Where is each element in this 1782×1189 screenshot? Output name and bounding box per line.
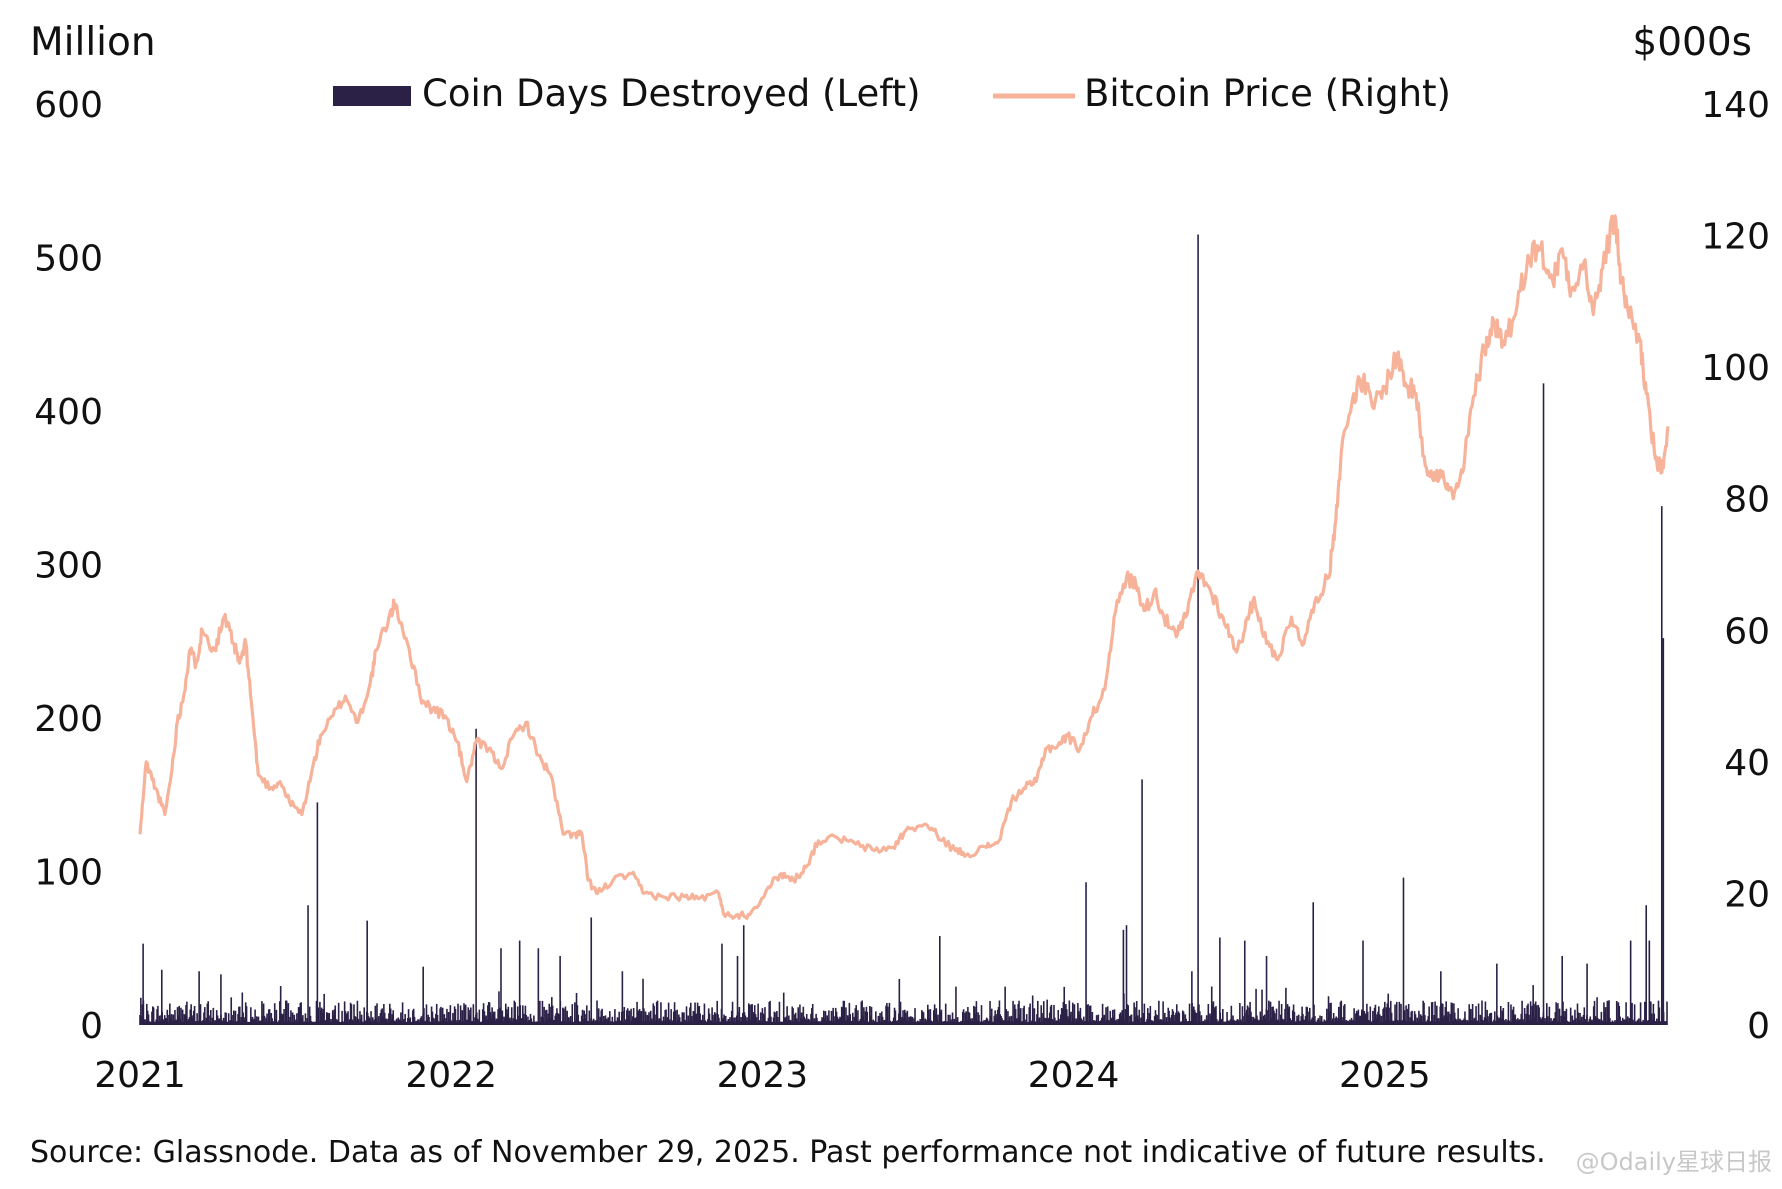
x-tick-label: 2022 [405,1055,497,1096]
source-note: Source: Glassnode. Data as of November 2… [30,1135,1546,1170]
left-tick-label: 200 [34,699,103,740]
x-tick-label: 2023 [717,1055,809,1096]
x-tick-label: 2021 [94,1055,186,1096]
coin-days-destroyed-bars [139,234,1668,1025]
x-tick-label: 2025 [1339,1055,1431,1096]
cdd-baseline-bars [139,978,1668,1025]
right-tick-label: 20 [1724,874,1770,915]
legend-label-price: Bitcoin Price (Right) [1084,72,1451,115]
right-tick-label: 120 [1701,217,1770,258]
x-axis-ticks: 2021 2022 2023 2024 2025 [94,1055,1430,1096]
x-tick-label: 2024 [1028,1055,1120,1096]
right-tick-label: 80 [1724,480,1770,521]
legend: Coin Days Destroyed (Left) Bitcoin Price… [333,72,1451,115]
right-tick-label: 60 [1724,611,1770,652]
left-tick-label: 400 [34,392,103,433]
right-tick-label: 140 [1701,85,1770,126]
left-tick-label: 100 [34,853,103,894]
left-tick-label: 0 [80,1006,103,1047]
right-tick-label: 40 [1724,743,1770,784]
bitcoin-price-line [138,214,1670,920]
watermark: @Odaily星球日报 [1576,1148,1772,1176]
right-tick-label: 0 [1747,1006,1770,1047]
legend-label-cdd: Coin Days Destroyed (Left) [422,72,921,115]
right-axis-title: $000s [1632,20,1752,65]
left-axis-ticks: 0 100 200 300 400 500 600 [34,85,103,1047]
left-tick-label: 600 [34,85,103,126]
right-tick-label: 100 [1701,348,1770,389]
right-axis-ticks: 0 20 40 60 80 100 120 140 [1701,85,1770,1047]
legend-swatch-cdd [333,86,411,106]
left-axis-title: Million [30,20,156,65]
left-tick-label: 300 [34,546,103,587]
left-tick-label: 500 [34,239,103,280]
